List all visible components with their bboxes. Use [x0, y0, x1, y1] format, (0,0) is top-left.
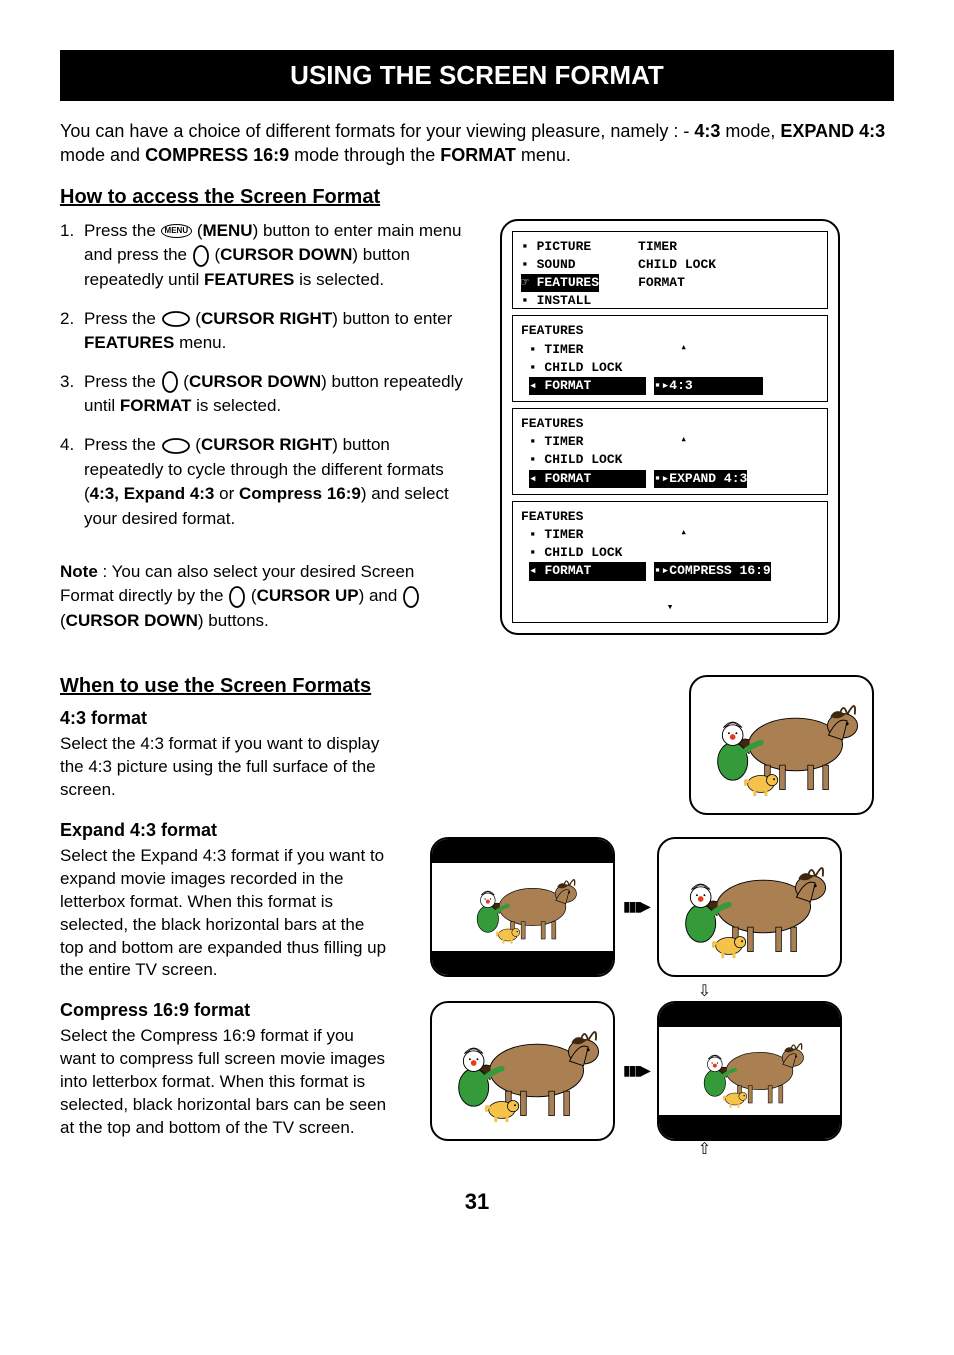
format-43-heading: 4:3 format [60, 708, 390, 729]
clown-scene-icon [438, 1008, 607, 1133]
intro-b1: 4:3 [694, 121, 720, 141]
steps-list: 1.Press the MENU (MENU) button to enter … [60, 219, 470, 532]
osd2-i3: ◂ FORMAT [529, 378, 591, 393]
cursor-ellipse-icon [161, 437, 191, 455]
intro-b2: EXPAND 4:3 [780, 121, 885, 141]
osd-screen-exp: FEATURES ▴ ▪ TIMER ▪ CHILD LOCK ◂ FORMAT… [512, 408, 828, 495]
how-heading: How to access the Screen Format [60, 186, 894, 209]
arrow-up-icon: ▴ [680, 526, 687, 541]
when-heading: When to use the Screen Formats [60, 675, 390, 698]
tv-preview-fullscreen-source [430, 1001, 615, 1141]
cursor-circle-icon [192, 245, 210, 267]
cursor-circle-icon [402, 586, 420, 608]
osd-r4l: ▪ INSTALL [521, 293, 591, 308]
osd4-i2: ▪ CHILD LOCK [529, 545, 623, 560]
osd3-i3: ◂ FORMAT [529, 471, 591, 486]
format-43-text: Select the 4:3 format if you want to dis… [60, 733, 390, 802]
osd3-i2: ▪ CHILD LOCK [529, 452, 623, 467]
cursor-circle-icon [228, 586, 246, 608]
page-number: 31 [60, 1189, 894, 1215]
intro-t4: mode through the [289, 145, 440, 165]
osd4-i1: ▪ TIMER [529, 527, 584, 542]
intro-t5: menu. [516, 145, 571, 165]
cursor-ellipse-icon [161, 310, 191, 328]
arrow-down-icon: ⇩ [432, 957, 613, 977]
osd-r3r: FORMAT [638, 275, 685, 290]
arrow-right-icon: ▮▮▮▶ [623, 898, 649, 915]
intro-b3: COMPRESS 16:9 [145, 145, 289, 165]
intro-t2: mode, [720, 121, 780, 141]
osd2-i2: ▪ CHILD LOCK [529, 360, 623, 375]
note-text: Note : You can also select your desired … [60, 560, 470, 634]
arrow-right-icon: ▮▮▮▶ [623, 1062, 649, 1079]
osd3-i1: ▪ TIMER [529, 434, 584, 449]
clown-scene-icon [697, 682, 866, 807]
tv-preview-expand-result [657, 837, 842, 977]
osd-panel: ▪ PICTURE TIMER ▪ SOUND CHILD LOCK ☞ FEA… [500, 219, 840, 635]
osd-r1r: TIMER [638, 239, 677, 254]
arrow-up-icon: ⇧ [432, 837, 613, 855]
osd-screen-cmp: FEATURES ▴ ▪ TIMER ▪ CHILD LOCK ◂ FORMAT… [512, 501, 828, 623]
osd2-val: ▪▸4:3 [654, 378, 693, 393]
format-expand-heading: Expand 4:3 format [60, 820, 390, 841]
tv-preview-43 [689, 675, 874, 815]
step-3: 3.Press the (CURSOR DOWN) button repeate… [84, 370, 470, 419]
format-compress-text: Select the Compress 16:9 format if you w… [60, 1025, 390, 1140]
osd-screen-43: FEATURES ▴ ▪ TIMER ▪ CHILD LOCK ◂ FORMAT… [512, 315, 828, 402]
osd2-title: FEATURES [521, 323, 583, 338]
osd-r1l: ▪ PICTURE [521, 239, 591, 254]
intro-t3: mode and [60, 145, 145, 165]
arrow-down-icon: ⇩ [515, 981, 894, 1001]
tv-preview-letterbox-source: ⇧ [430, 837, 615, 977]
intro-text: You can have a choice of different forma… [60, 119, 894, 168]
clown-scene-icon [665, 844, 834, 969]
cursor-circle-icon [161, 371, 179, 393]
intro-b4: FORMAT [440, 145, 516, 165]
format-expand-text: Select the Expand 4:3 format if you want… [60, 845, 390, 983]
intro-t1: You can have a choice of different forma… [60, 121, 694, 141]
page-title: USING THE SCREEN FORMAT [60, 50, 894, 101]
osd-screen-main: ▪ PICTURE TIMER ▪ SOUND CHILD LOCK ☞ FEA… [512, 231, 828, 310]
step-1: 1.Press the MENU (MENU) button to enter … [84, 219, 470, 293]
arrow-up-icon: ▴ [680, 433, 687, 448]
osd4-val: ▪▸COMPRESS 16:9 [654, 562, 771, 580]
arrow-down-icon: ▾ [521, 601, 819, 616]
clown-scene-icon [438, 867, 607, 947]
arrow-up-icon: ▴ [680, 341, 687, 356]
step-2: 2.Press the (CURSOR RIGHT) button to ent… [84, 307, 470, 356]
osd-r2l: ▪ SOUND [521, 257, 576, 272]
step-4: 4.Press the (CURSOR RIGHT) button repeat… [84, 433, 470, 532]
format-compress-heading: Compress 16:9 format [60, 1000, 390, 1021]
osd4-title: FEATURES [521, 509, 583, 524]
osd4-i3: ◂ FORMAT [529, 563, 591, 578]
osd-r3l: ☞ FEATURES [521, 274, 599, 292]
format-previews: ⇧ [430, 675, 894, 1159]
clown-scene-icon [665, 1031, 834, 1111]
tv-preview-compress-result [657, 1001, 842, 1141]
osd2-i1: ▪ TIMER [529, 342, 584, 357]
osd-r2r: CHILD LOCK [638, 257, 716, 272]
menu-button-icon: MENU [161, 224, 193, 238]
osd3-val: ▪▸EXPAND 4:3 [654, 471, 748, 486]
osd3-title: FEATURES [521, 416, 583, 431]
arrow-up-icon: ⇧ [515, 1139, 894, 1159]
